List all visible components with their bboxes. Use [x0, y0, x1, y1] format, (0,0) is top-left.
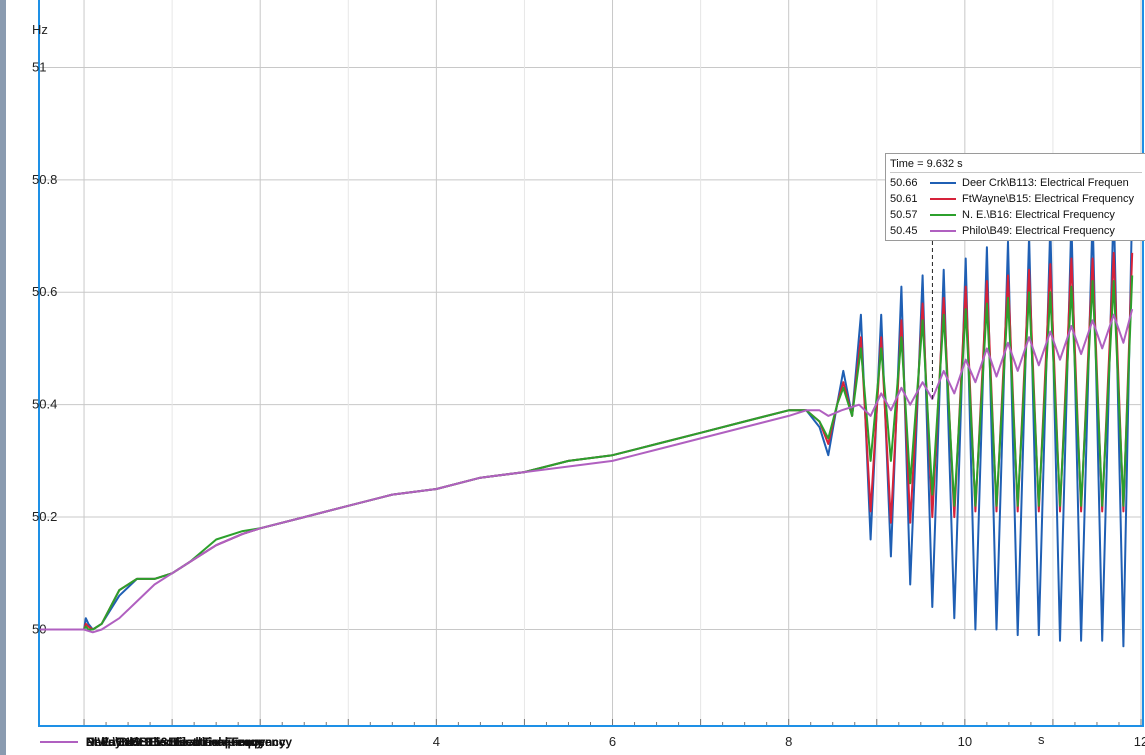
x-tick-label: 8 [785, 734, 792, 749]
legend-label: N. E.\B16: Electrical Frequency [86, 735, 263, 749]
chart-frame[interactable] [38, 0, 1144, 727]
series-group [40, 201, 1134, 648]
x-tick-label: 4 [433, 734, 440, 749]
y-tick-label: 50 [32, 621, 46, 636]
legend-label: Deer Crk\B113: Electrical Frequency [86, 735, 293, 749]
tooltip-value: 50.45 [890, 225, 918, 237]
tooltip-value: 50.61 [890, 193, 918, 205]
tooltip-swatch [930, 214, 956, 216]
legend[interactable]: Deer Crk\B113: Electrical Frequency FtWa… [40, 733, 370, 751]
y-axis-label: Hz [32, 22, 48, 37]
tooltip-swatch [930, 198, 956, 200]
tooltip-title: Time = 9.632 s [890, 156, 1142, 173]
y-axis: 50 50.2 50.4 50.6 50.8 51 [32, 59, 57, 636]
series-line[interactable] [40, 251, 1134, 631]
tooltip-row: 50.61 FtWayne\B15: Electrical Frequency [890, 191, 1142, 207]
tooltip-value: 50.57 [890, 209, 918, 221]
tooltip-series-name: N. E.\B16: Electrical Frequency [962, 209, 1115, 221]
y-tick-label: 51 [32, 59, 46, 74]
x-tick-label: 10 [958, 734, 972, 749]
y-tick-label: 50.2 [32, 509, 57, 524]
x-tick-label: 6 [609, 734, 616, 749]
y-tick-label: 50.6 [32, 284, 57, 299]
x-axis-label: s [1038, 732, 1045, 747]
legend-label: FtWayne\B15: Electrical Frequency [86, 735, 286, 749]
x-tick-label: 12 [1134, 734, 1145, 749]
legend-swatch [40, 741, 78, 743]
tooltip-series-name: Deer Crk\B113: Electrical Frequen [962, 177, 1129, 189]
tooltip-row: 50.57 N. E.\B16: Electrical Frequency [890, 207, 1142, 223]
tooltip-series-name: Philo\B49: Electrical Frequency [962, 225, 1115, 237]
series-line[interactable] [40, 308, 1134, 634]
tooltip-value: 50.66 [890, 177, 918, 189]
cursor-tooltip: Time = 9.632 s 50.66 Deer Crk\B113: Elec… [885, 153, 1145, 241]
grid [40, 0, 1142, 725]
window-left-edge [0, 0, 6, 755]
y-tick-label: 50.4 [32, 397, 57, 412]
tooltip-swatch [930, 230, 956, 232]
x-axis: 4 6 8 10 12 [83, 719, 1145, 749]
tooltip-swatch [930, 182, 956, 184]
tooltip-row: 50.45 Philo\B49: Electrical Frequency [890, 223, 1142, 239]
series-line[interactable] [40, 201, 1134, 648]
tooltip-series-name: FtWayne\B15: Electrical Frequency [962, 193, 1134, 205]
legend-item[interactable]: Philo\B49: Electrical Frequency [40, 733, 265, 751]
legend-label: Philo\B49: Electrical Frequency [86, 735, 266, 749]
y-tick-label: 50.8 [32, 172, 57, 187]
tooltip-row: 50.66 Deer Crk\B113: Electrical Frequen [890, 175, 1142, 191]
